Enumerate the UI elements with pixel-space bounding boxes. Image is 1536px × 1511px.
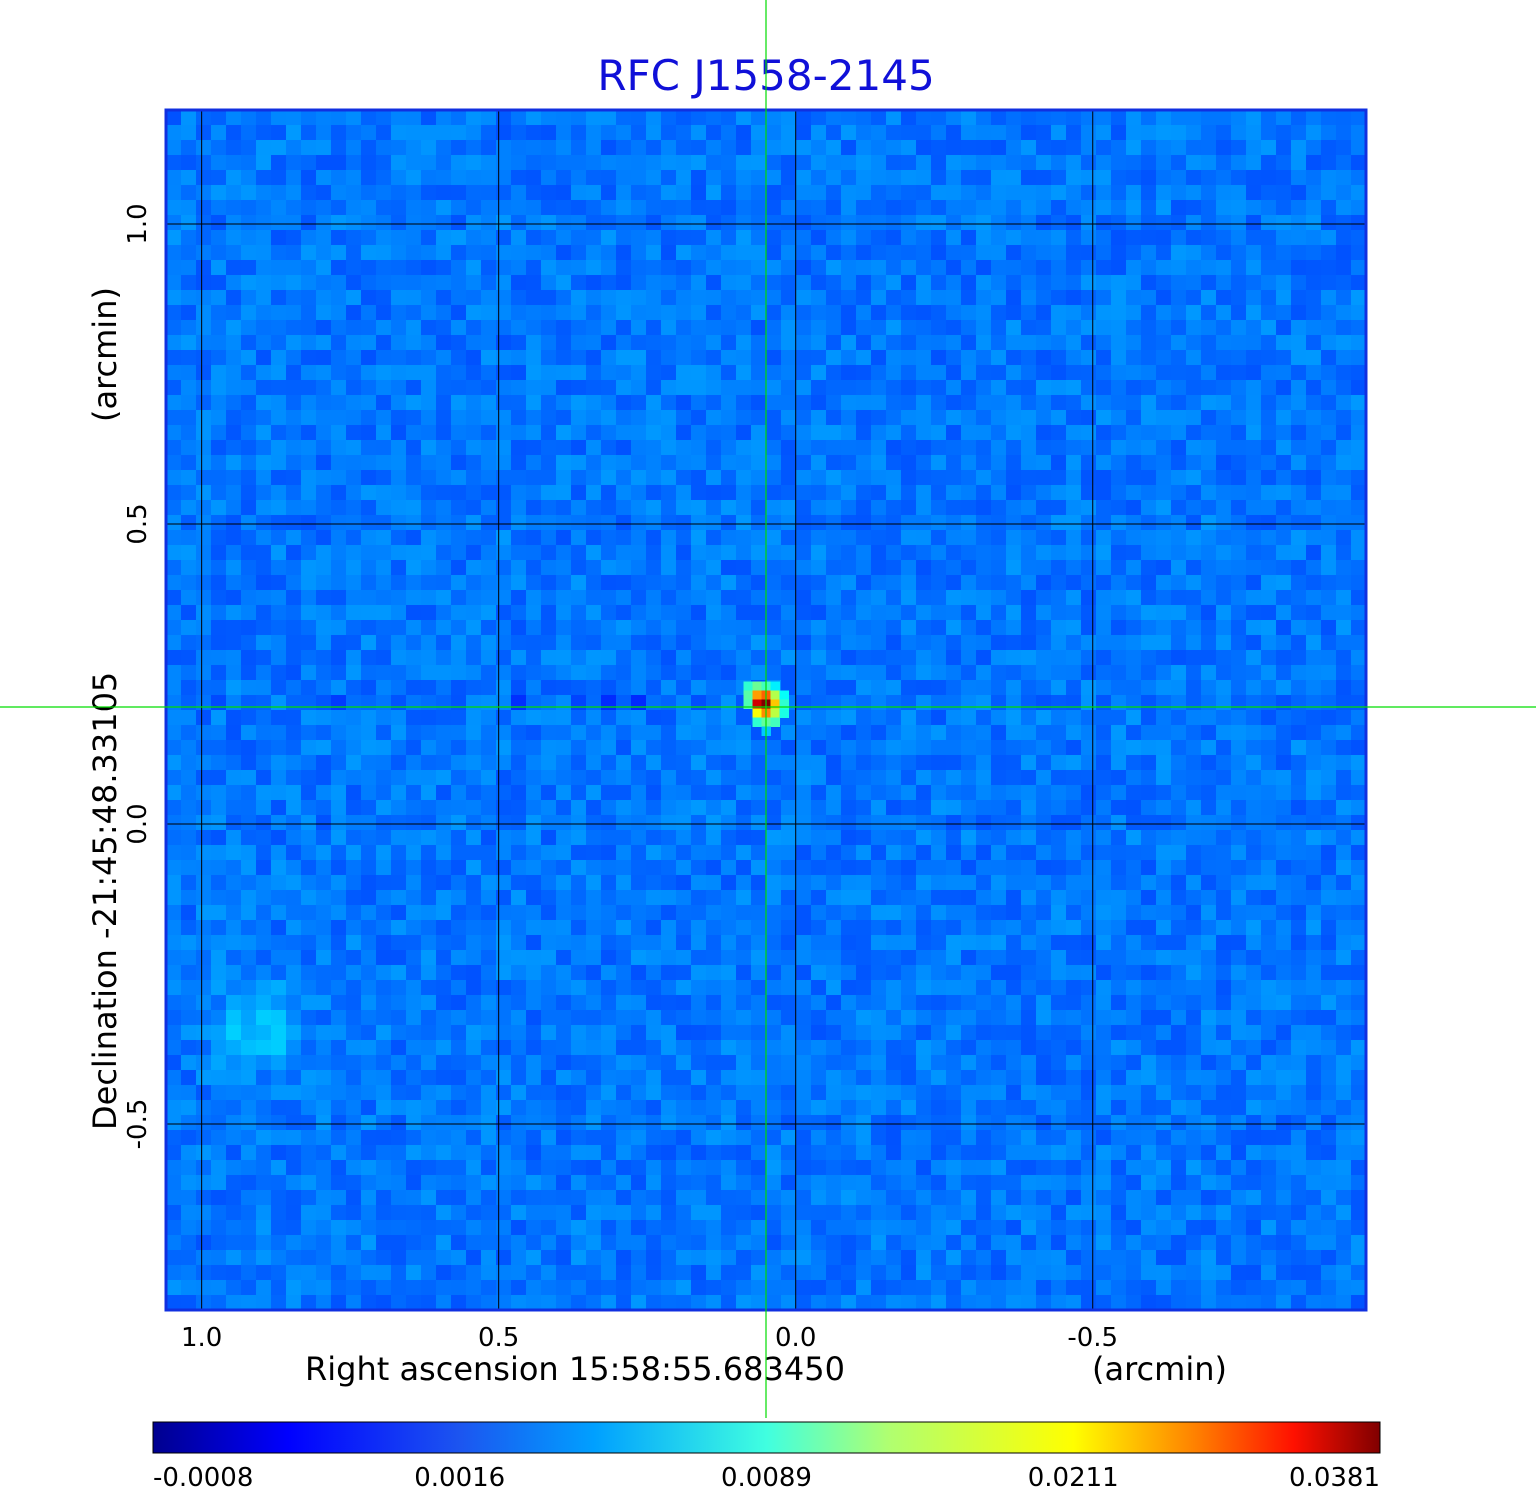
x-axis-unit: (arcmin) — [1092, 1350, 1227, 1388]
y-axis-unit: (arcmin) — [86, 287, 124, 422]
x-tick-label: -0.5 — [1067, 1323, 1118, 1353]
colorbar-tick-label: 0.0089 — [721, 1463, 812, 1493]
y-tick-label: 0.0 — [123, 803, 153, 844]
x-tick-labels: 1.0 0.5 0.0 -0.5 — [181, 1323, 1118, 1353]
crosshair — [0, 0, 1536, 1418]
colorbar-tick-label: 0.0211 — [1028, 1463, 1119, 1493]
x-tick-label: 1.0 — [181, 1323, 222, 1353]
x-axis-label: Right ascension 15:58:55.683450 — [305, 1350, 845, 1388]
pixel-layer — [166, 110, 1366, 1310]
x-tick-label: 0.0 — [775, 1323, 816, 1353]
y-tick-label: -0.5 — [123, 1099, 153, 1150]
y-tick-labels: 1.0 0.5 0.0 -0.5 — [123, 203, 153, 1149]
y-axis-label: Declination -21:45:48.33105 — [86, 672, 124, 1130]
x-tick-label: 0.5 — [478, 1323, 519, 1353]
colorbar-tick-labels: -0.0008 0.0016 0.0089 0.0211 0.0381 — [153, 1463, 1380, 1493]
colorbar-tick-label: 0.0016 — [414, 1463, 505, 1493]
colorbar-tick-label: 0.0381 — [1289, 1463, 1380, 1493]
colorbar — [152, 1421, 1381, 1454]
y-tick-label: 1.0 — [123, 203, 153, 244]
y-tick-label: 0.5 — [123, 503, 153, 544]
colorbar-tick-label: -0.0008 — [153, 1463, 253, 1493]
